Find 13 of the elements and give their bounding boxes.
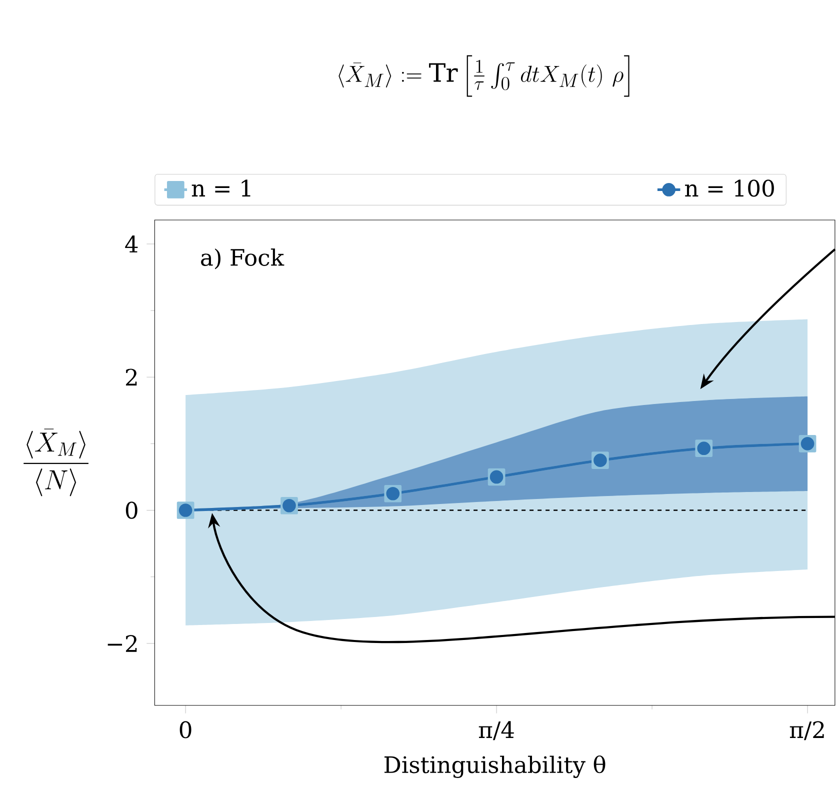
x-axis-title: Distinguishability θ [384, 755, 606, 778]
y-tick-label: 0 [126, 502, 138, 519]
chart-title: $\langle \bar{X}_M \rangle := \mathrm{Tr}\left[\frac{1}{\tau}\int_0^{\tau} dt X_M(t)\ \rho\right]$ [338, 55, 630, 97]
annotation: a) Fock [201, 248, 284, 270]
legend-label: n = 1 [192, 180, 250, 196]
y-tick-label: 4 [125, 236, 138, 252]
y-tick-label: 2 [126, 368, 137, 386]
y-tick-label: −2 [108, 634, 137, 652]
y-axis-title: $\frac{\langle \bar{X}_M \rangle}{\langle N \rangle}$ [24, 428, 88, 496]
legend-label: n = 100 [685, 180, 774, 197]
x-tick-label: 0 [180, 721, 192, 738]
x-tick-label: π/2 [790, 721, 824, 740]
x-tick-label: π/4 [478, 721, 514, 740]
